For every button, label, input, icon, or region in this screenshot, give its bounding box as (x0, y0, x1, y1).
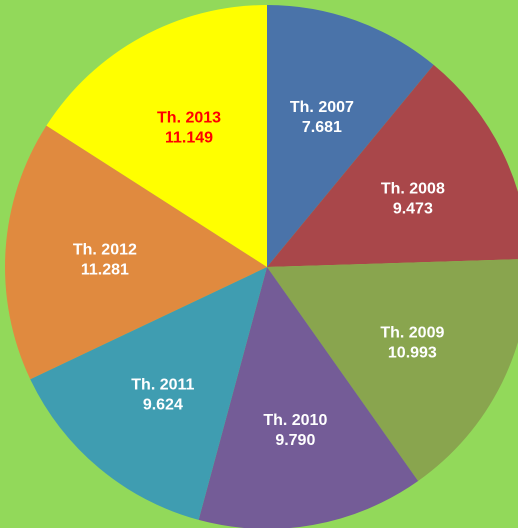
category-label: Th. 2012 (73, 242, 137, 259)
data-label: Th. 2009 10.993 (380, 324, 444, 361)
category-label: Th. 2008 (381, 180, 445, 197)
value-label: 7.681 (302, 119, 342, 136)
pie-slice (198, 267, 419, 528)
value-label: 9.473 (393, 200, 433, 217)
category-label: Th. 2010 (263, 412, 327, 429)
category-label: Th. 2009 (380, 324, 444, 341)
pie-slice (267, 5, 434, 267)
pie-slice (46, 5, 268, 267)
category-label: Th. 2013 (157, 109, 221, 126)
data-label: Th. 2010 9.790 (263, 412, 327, 449)
category-label: Th. 2011 (131, 377, 194, 394)
pie-slice (4, 125, 267, 380)
value-label: 11.149 (165, 129, 213, 146)
pie-slice (30, 267, 267, 520)
value-label: 9.624 (143, 397, 183, 414)
value-label: 11.281 (81, 262, 129, 279)
data-label: Th. 2013 11.149 (157, 109, 221, 146)
pie-slice (267, 259, 518, 482)
pie-slice (267, 64, 518, 267)
data-label: Th. 2012 11.281 (73, 242, 137, 279)
value-label: 9.790 (275, 432, 315, 449)
data-label: Th. 2011 9.624 (131, 377, 194, 414)
category-label: Th. 2007 (290, 99, 354, 116)
data-label: Th. 2007 7.681 (290, 99, 354, 136)
data-label: Th. 2008 9.473 (381, 180, 445, 217)
value-label: 10.993 (388, 344, 437, 361)
